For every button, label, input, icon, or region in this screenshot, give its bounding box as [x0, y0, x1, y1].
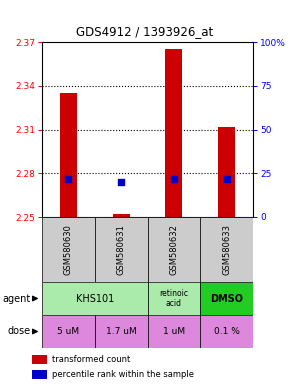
Point — [224, 175, 229, 182]
Text: 1.7 uM: 1.7 uM — [106, 327, 137, 336]
Bar — [32, 370, 47, 379]
Text: 0.1 %: 0.1 % — [214, 327, 240, 336]
Bar — [42, 217, 95, 282]
Bar — [95, 217, 148, 282]
Bar — [32, 356, 47, 364]
Point — [172, 175, 176, 182]
Text: 5 uM: 5 uM — [57, 327, 79, 336]
Bar — [113, 214, 130, 217]
Bar — [148, 282, 200, 315]
Bar — [200, 282, 253, 315]
Bar — [42, 282, 148, 315]
Bar — [95, 315, 148, 348]
Bar — [165, 49, 182, 217]
Bar — [42, 315, 95, 348]
Text: transformed count: transformed count — [52, 356, 130, 364]
Text: DMSO: DMSO — [210, 293, 243, 303]
Bar — [218, 127, 235, 217]
Text: percentile rank within the sample: percentile rank within the sample — [52, 370, 193, 379]
Bar — [148, 217, 200, 282]
Text: dose: dose — [7, 326, 30, 336]
Point — [119, 179, 124, 185]
Text: GSM580633: GSM580633 — [222, 224, 231, 275]
Text: 1 uM: 1 uM — [163, 327, 185, 336]
Text: GDS4912 / 1393926_at: GDS4912 / 1393926_at — [76, 25, 214, 38]
Text: GSM580631: GSM580631 — [117, 224, 126, 275]
Text: KHS101: KHS101 — [76, 293, 114, 303]
Bar — [60, 93, 77, 217]
Bar — [200, 315, 253, 348]
Text: GSM580630: GSM580630 — [64, 224, 73, 275]
Text: GSM580632: GSM580632 — [169, 224, 178, 275]
Bar — [148, 315, 200, 348]
Bar — [200, 217, 253, 282]
Text: agent: agent — [2, 293, 30, 303]
Point — [66, 175, 71, 182]
Text: retinoic
acid: retinoic acid — [160, 289, 188, 308]
